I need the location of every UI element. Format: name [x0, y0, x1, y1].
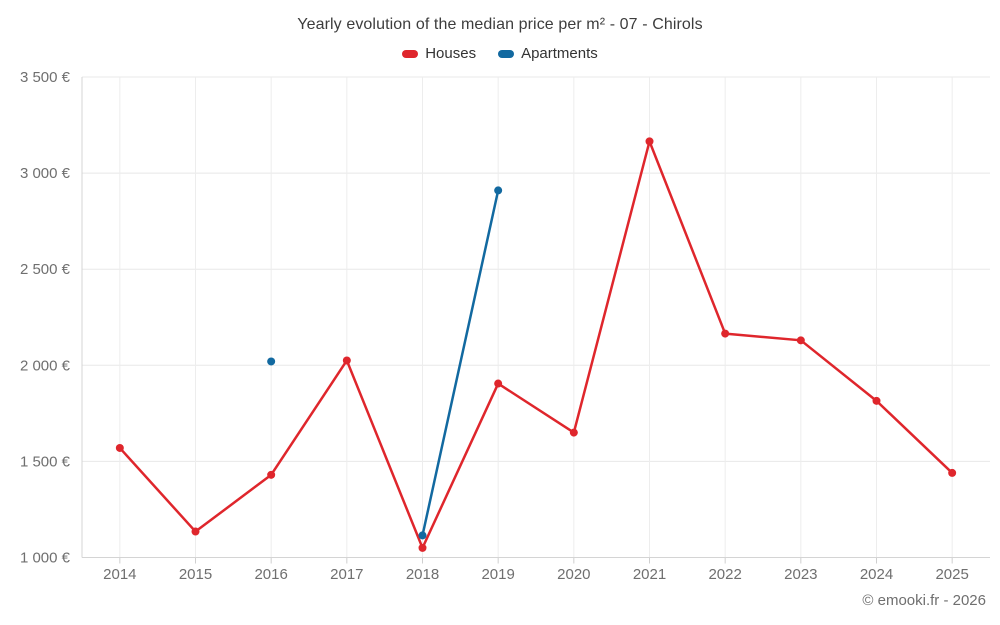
data-point-houses-2014[interactable] [115, 443, 124, 452]
data-point-houses-2016[interactable] [267, 470, 276, 479]
data-point-houses-2025[interactable] [948, 468, 957, 477]
x-axis-label: 2016 [254, 566, 287, 583]
data-point-houses-2023[interactable] [796, 336, 805, 345]
x-axis-label: 2014 [103, 566, 136, 583]
legend-item-houses[interactable]: Houses [402, 45, 476, 62]
x-axis-label: 2024 [860, 566, 893, 583]
copyright: © emooki.fr - 2026 [862, 592, 986, 609]
data-point-apartments-2016[interactable] [267, 357, 276, 366]
apartments-legend-label: Apartments [521, 45, 598, 62]
y-axis-label: 2 500 € [20, 261, 71, 278]
houses-legend-label: Houses [425, 45, 477, 62]
x-axis-label: 2021 [633, 566, 666, 583]
x-axis-label: 2022 [708, 566, 741, 583]
data-point-houses-2021[interactable] [645, 137, 654, 146]
data-point-houses-2024[interactable] [872, 396, 881, 405]
houses-legend-swatch-icon [402, 49, 419, 58]
legend-item-apartments[interactable]: Apartments [498, 45, 598, 62]
x-axis-label: 2018 [406, 566, 439, 583]
data-point-apartments-2018[interactable] [418, 531, 427, 540]
apartments-legend-swatch-icon [498, 49, 515, 58]
y-axis-label: 2 000 € [20, 357, 71, 374]
legend: Houses Apartments [0, 45, 1000, 62]
x-axis-label: 2015 [179, 566, 212, 583]
data-point-houses-2019[interactable] [494, 379, 503, 388]
data-point-apartments-2019[interactable] [494, 186, 503, 195]
y-axis-label: 1 000 € [20, 550, 71, 567]
y-axis-label: 3 500 € [20, 69, 71, 86]
y-axis-label: 1 500 € [20, 453, 71, 470]
x-axis-label: 2017 [330, 566, 363, 583]
series-line-houses [118, 140, 954, 550]
x-axis-label: 2025 [935, 566, 968, 583]
data-point-houses-2015[interactable] [191, 527, 200, 536]
data-point-houses-2020[interactable] [569, 428, 578, 437]
data-point-houses-2017[interactable] [342, 356, 351, 365]
x-axis-label: 2019 [481, 566, 514, 583]
x-axis-label: 2020 [557, 566, 590, 583]
data-point-houses-2018[interactable] [418, 543, 427, 552]
data-point-houses-2022[interactable] [721, 329, 730, 338]
y-axis-label: 3 000 € [20, 165, 71, 182]
x-axis-label: 2023 [784, 566, 817, 583]
chart-title: Yearly evolution of the median price per… [297, 16, 703, 33]
series-line-apartments [421, 189, 500, 537]
